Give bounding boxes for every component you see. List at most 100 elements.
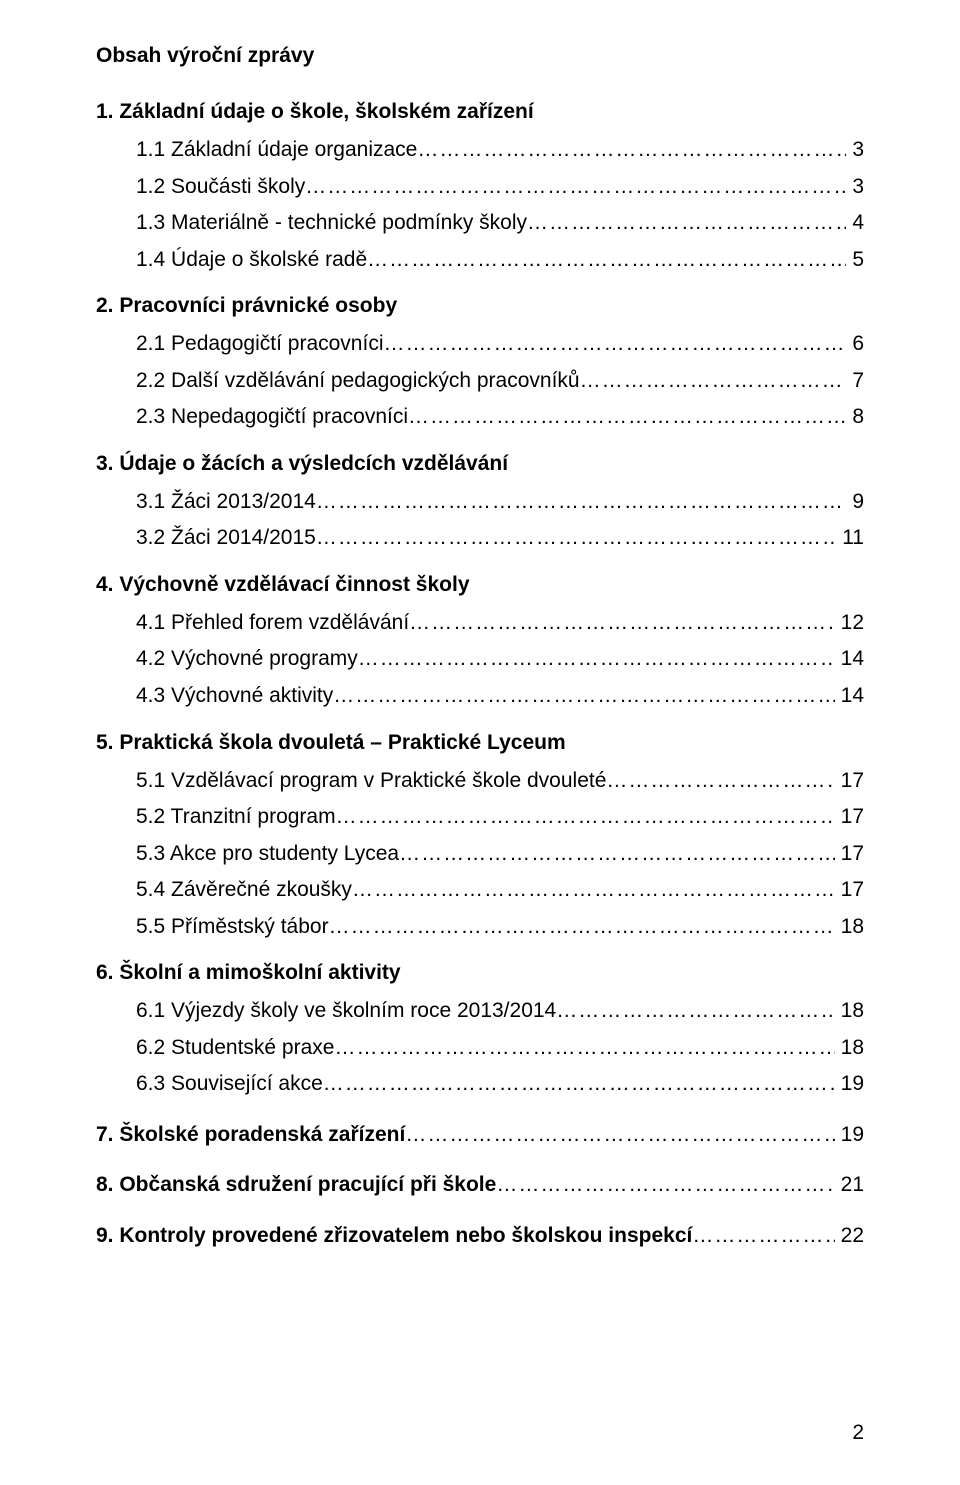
- toc-entry: 3.2 Žáci 2014/2015 …………………………………………………………: [96, 522, 864, 555]
- toc-page: 3: [846, 171, 864, 204]
- toc-entry: 1.1 Základní údaje organizace ……………………………: [96, 134, 864, 167]
- toc-entry: 2.3 Nepedagogičtí pracovníci ………………………………: [96, 401, 864, 434]
- toc-page: 4: [846, 207, 864, 240]
- toc-entry: 1.2 Součásti školy …………………………………………………………: [96, 171, 864, 204]
- toc-page: 14: [835, 680, 864, 713]
- toc-leader: ……………………………………………………………………………………………………………: [417, 134, 846, 167]
- toc-entry: 4.2 Výchovné programy …………………………………………………: [96, 643, 864, 676]
- toc-page: 19: [835, 1119, 864, 1152]
- toc-label: 6.1 Výjezdy školy ve školním roce 2013/2…: [136, 995, 556, 1028]
- toc-label: 4.1 Přehled forem vzdělávání: [136, 607, 409, 640]
- toc-leader: ……………………………………………………………………………………………………………: [316, 522, 836, 555]
- toc-label: 3.2 Žáci 2014/2015: [136, 522, 316, 555]
- section-2-heading: 2. Pracovníci právnické osoby: [96, 294, 864, 318]
- toc-entry: 6.1 Výjezdy školy ve školním roce 2013/2…: [96, 995, 864, 1028]
- toc-page: 11: [836, 522, 864, 555]
- toc-leader: ……………………………………………………………………………………………………………: [408, 401, 846, 434]
- toc-page: 22: [835, 1220, 864, 1253]
- section-6-heading: 6. Školní a mimoškolní aktivity: [96, 961, 864, 985]
- toc-label: 4.2 Výchovné programy: [136, 643, 358, 676]
- toc-page: 17: [835, 838, 864, 871]
- toc-page: 18: [835, 1032, 864, 1065]
- toc-page: 3: [846, 134, 864, 167]
- toc-label: 3.1 Žáci 2013/2014: [136, 486, 316, 519]
- toc-leader: ……………………………………………………………………………………………………………: [496, 1169, 834, 1202]
- toc-entry: 5.4 Závěrečné zkoušky …………………………………………………: [96, 874, 864, 907]
- toc-label: 5.4 Závěrečné zkoušky: [136, 874, 352, 907]
- page: Obsah výroční zprávy 1. Základní údaje o…: [0, 0, 960, 1485]
- toc-label: 2.3 Nepedagogičtí pracovníci: [136, 401, 408, 434]
- toc-page: 18: [835, 995, 864, 1028]
- toc-leader: ……………………………………………………………………………………………………………: [692, 1220, 834, 1253]
- toc-label: 5.2 Tranzitní program: [136, 801, 336, 834]
- toc-entry: 3.1 Žáci 2013/2014 …………………………………………………………: [96, 486, 864, 519]
- page-number: 2: [852, 1421, 864, 1445]
- toc-entry: 2.2 Další vzdělávání pedagogických praco…: [96, 365, 864, 398]
- toc-entry: 1.4 Údaje o školské radě …………………………………………: [96, 244, 864, 277]
- toc-page: 6: [846, 328, 864, 361]
- toc-label: 5.5 Příměstský tábor: [136, 911, 329, 944]
- toc-label: 2.2 Další vzdělávání pedagogických praco…: [136, 365, 580, 398]
- section-5-heading: 5. Praktická škola dvouletá – Praktické …: [96, 731, 864, 755]
- toc-page: 17: [835, 765, 864, 798]
- toc-entry: 6.3 Související akce ……………………………………………………: [96, 1068, 864, 1101]
- toc-leader: ……………………………………………………………………………………………………………: [556, 995, 834, 1028]
- toc-leader: ……………………………………………………………………………………………………………: [405, 1119, 834, 1152]
- section-3-heading: 3. Údaje o žácích a výsledcích vzděláván…: [96, 452, 864, 476]
- toc-entry: 5.1 Vzdělávací program v Praktické škole…: [96, 765, 864, 798]
- section-1-heading: 1. Základní údaje o škole, školském zaří…: [96, 100, 864, 124]
- toc-label: 2.1 Pedagogičtí pracovníci: [136, 328, 384, 361]
- toc-leader: ……………………………………………………………………………………………………………: [305, 171, 846, 204]
- toc-label: 4.3 Výchovné aktivity: [136, 680, 333, 713]
- toc-page: 8: [846, 401, 864, 434]
- toc-leader: ……………………………………………………………………………………………………………: [336, 801, 835, 834]
- toc-leader: ……………………………………………………………………………………………………………: [316, 486, 847, 519]
- toc-page: 17: [835, 874, 864, 907]
- toc-leader: ……………………………………………………………………………………………………………: [527, 207, 846, 240]
- toc-entry: 4.3 Výchovné aktivity …………………………………………………: [96, 680, 864, 713]
- toc-page: 17: [835, 801, 864, 834]
- toc-label: 5.3 Akce pro studenty Lycea: [136, 838, 399, 871]
- toc-page: 7: [846, 365, 864, 398]
- toc-leader: ……………………………………………………………………………………………………………: [606, 765, 834, 798]
- toc-entry: 5.5 Příměstský tábor ……………………………………………………: [96, 911, 864, 944]
- toc-leader: ……………………………………………………………………………………………………………: [580, 365, 847, 398]
- toc-page: 9: [846, 486, 864, 519]
- section-7-heading: 7. Školské poradenská zařízení: [96, 1119, 405, 1152]
- toc-entry: 9. Kontroly provedené zřizovatelem nebo …: [96, 1220, 864, 1253]
- toc-leader: ……………………………………………………………………………………………………………: [399, 838, 835, 871]
- section-9-heading: 9. Kontroly provedené zřizovatelem nebo …: [96, 1220, 692, 1253]
- toc-label: 1.2 Součásti školy: [136, 171, 305, 204]
- toc-page: 18: [835, 911, 864, 944]
- toc-entry: 5.2 Tranzitní program …………………………………………………: [96, 801, 864, 834]
- toc-leader: ……………………………………………………………………………………………………………: [409, 607, 834, 640]
- toc-label: 6.3 Související akce: [136, 1068, 323, 1101]
- toc-leader: ……………………………………………………………………………………………………………: [334, 1032, 834, 1065]
- toc-entry: 1.3 Materiálně - technické podmínky škol…: [96, 207, 864, 240]
- toc-page: 14: [835, 643, 864, 676]
- toc-page: 21: [835, 1169, 864, 1202]
- toc-entry: 5.3 Akce pro studenty Lycea …………………………………: [96, 838, 864, 871]
- toc-leader: ……………………………………………………………………………………………………………: [352, 874, 835, 907]
- section-4-heading: 4. Výchovně vzdělávací činnost školy: [96, 573, 864, 597]
- toc-leader: ……………………………………………………………………………………………………………: [333, 680, 834, 713]
- toc-entry: 6.2 Studentské praxe ……………………………………………………: [96, 1032, 864, 1065]
- toc-leader: ……………………………………………………………………………………………………………: [367, 244, 846, 277]
- toc-leader: ……………………………………………………………………………………………………………: [358, 643, 835, 676]
- toc-leader: ……………………………………………………………………………………………………………: [384, 328, 847, 361]
- toc-label: 6.2 Studentské praxe: [136, 1032, 334, 1065]
- toc-leader: ……………………………………………………………………………………………………………: [323, 1068, 835, 1101]
- toc-entry: 4.1 Přehled forem vzdělávání ………………………………: [96, 607, 864, 640]
- toc-page: 5: [846, 244, 864, 277]
- section-8-heading: 8. Občanská sdružení pracující při škole: [96, 1169, 496, 1202]
- toc-label: 1.1 Základní údaje organizace: [136, 134, 417, 167]
- toc-page: 12: [835, 607, 864, 640]
- toc-label: 5.1 Vzdělávací program v Praktické škole…: [136, 765, 606, 798]
- toc-page: 19: [835, 1068, 864, 1101]
- toc-entry: 8. Občanská sdružení pracující při škole…: [96, 1169, 864, 1202]
- toc-leader: ……………………………………………………………………………………………………………: [329, 911, 835, 944]
- toc-entry: 2.1 Pedagogičtí pracovníci ……………………………………: [96, 328, 864, 361]
- toc-label: 1.4 Údaje o školské radě: [136, 244, 367, 277]
- toc-entry: 7. Školské poradenská zařízení …………………………: [96, 1119, 864, 1152]
- toc-label: 1.3 Materiálně - technické podmínky škol…: [136, 207, 527, 240]
